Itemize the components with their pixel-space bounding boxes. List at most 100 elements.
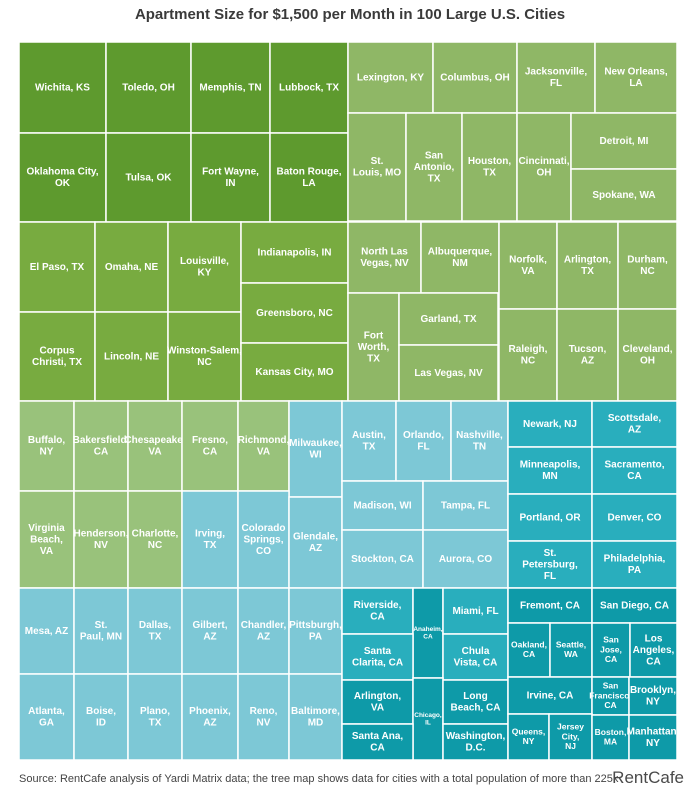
tile-san-francisco-ca bbox=[591, 676, 630, 716]
tile-label-seattle-wa: Seattle, WA bbox=[556, 639, 586, 659]
tile-label-arlington-va: Arlington, VA bbox=[354, 691, 401, 714]
tile-label-reno-nv: Reno, NV bbox=[250, 706, 278, 729]
tile-label-indianapolis-in: Indianapolis, IN bbox=[258, 247, 332, 258]
tile-sacramento-ca bbox=[591, 446, 677, 495]
tile-philadelphia-pa bbox=[591, 540, 677, 589]
tile-indianapolis-in bbox=[240, 221, 349, 284]
tile-lincoln-ne bbox=[94, 311, 169, 402]
tile-henderson-nv bbox=[73, 490, 129, 589]
tile-label-oklahoma-city-ok: Oklahoma City, OK bbox=[26, 167, 98, 190]
tile-north-las-vegas-nv bbox=[347, 221, 422, 294]
tile-label-jacksonville-fl: Jacksonville, FL bbox=[525, 67, 587, 90]
tile-label-lubbock-tx: Lubbock, TX bbox=[279, 82, 339, 93]
tile-label-durham-nc: Durham, NC bbox=[627, 255, 668, 278]
tile-label-brooklyn-ny: Brooklyn, NY bbox=[630, 685, 676, 708]
tile-label-wichita-ks: Wichita, KS bbox=[35, 82, 90, 93]
tile-glendale-az bbox=[288, 496, 343, 589]
tile-boise-id bbox=[73, 673, 129, 760]
tile-label-atlanta-ga: Atlanta, GA bbox=[28, 706, 65, 729]
tile-label-phoenix-az: Phoenix, AZ bbox=[189, 706, 231, 729]
tile-label-winston-salem-nc: Winston-Salem, NC bbox=[167, 346, 242, 369]
tile-oklahoma-city-ok bbox=[19, 132, 107, 223]
tile-label-colorado-springs-co: Colorado Springs, CO bbox=[242, 523, 286, 557]
tile-label-tampa-fl: Tampa, FL bbox=[441, 500, 490, 511]
tile-label-memphis-tn: Memphis, TN bbox=[199, 82, 261, 93]
tile-label-san-jose-ca: San Jose, CA bbox=[600, 635, 622, 665]
tile-houston-tx bbox=[461, 112, 518, 222]
tile-label-santa-clarita-ca: Santa Clarita, CA bbox=[352, 646, 403, 669]
tile-gilbert-az bbox=[181, 587, 239, 675]
tile-raleigh-nc bbox=[498, 308, 558, 402]
chart-title: Apartment Size for $1,500 per Month in 1… bbox=[134, 6, 566, 23]
tile-el-paso-tx bbox=[19, 221, 96, 313]
tile-lubbock-tx bbox=[269, 42, 349, 134]
tile-garland-tx bbox=[398, 292, 499, 346]
tile-label-north-las-vegas-nv: North Las Vegas, NV bbox=[360, 247, 409, 270]
tile-label-nashville-tn: Nashville, TN bbox=[456, 430, 503, 453]
tile-label-spokane-wa: Spokane, WA bbox=[592, 190, 655, 201]
tile-label-long-beach-ca: Long Beach, CA bbox=[450, 691, 500, 714]
tile-label-bakersfield-ca: Bakersfield, CA bbox=[73, 435, 130, 458]
tile-label-buffalo-ny: Buffalo, NY bbox=[28, 435, 65, 458]
tile-label-manhattan-ny: Manhattan, NY bbox=[627, 727, 677, 750]
tile-label-garland-tx: Garland, TX bbox=[420, 314, 476, 325]
tile-jacksonville-fl bbox=[516, 42, 596, 114]
brand-logo: RentCafe bbox=[612, 768, 684, 787]
tile-label-new-orleans-la: New Orleans, LA bbox=[604, 67, 668, 90]
tile-label-chicago-il: Chicago, IL bbox=[414, 712, 442, 726]
tile-arlington-tx bbox=[556, 221, 619, 310]
treemap: Wichita, KS Toledo, OH Memphis, TN Lubbock,… bbox=[19, 42, 677, 760]
tile-label-scottsdale-az: Scottsdale, AZ bbox=[608, 413, 662, 436]
tile-label-anaheim-ca: Anaheim, CA bbox=[413, 626, 442, 640]
tile-label-richmond-va: Richmond, VA bbox=[238, 435, 290, 458]
tile-label-houston-tx: Houston, TX bbox=[468, 156, 512, 179]
tile-label-henderson-nv: Henderson, NV bbox=[73, 529, 128, 552]
tile-greensboro-nc bbox=[240, 282, 349, 344]
tile-label-denver-co: Denver, CO bbox=[608, 512, 662, 523]
tile-label-las-vegas-nv: Las Vegas, NV bbox=[414, 368, 483, 379]
tile-label-st-petersburg-fl: St. Petersburg, FL bbox=[522, 548, 578, 582]
tile-washington-d-c bbox=[442, 723, 509, 760]
tile-label-riverside-ca: Riverside, CA bbox=[354, 600, 402, 623]
tile-manhattan-ny bbox=[628, 714, 677, 760]
tile-label-oakland-ca: Oakland, CA bbox=[511, 639, 547, 659]
tile-label-gilbert-az: Gilbert, AZ bbox=[192, 620, 227, 643]
tile-los-angeles-ca bbox=[629, 622, 677, 678]
source-note: Source: RentCafe analysis of Yardi Matri… bbox=[19, 773, 619, 785]
tile-label-virginia-beach-va: Virginia Beach, VA bbox=[28, 523, 65, 557]
tile-label-mesa-az: Mesa, AZ bbox=[25, 626, 69, 637]
tile-label-milwaukee-wi: Milwaukee, WI bbox=[289, 438, 342, 461]
tile-label-austin-tx: Austin, TX bbox=[352, 430, 386, 453]
tile-san-diego-ca bbox=[591, 587, 677, 624]
tile-madison-wi bbox=[341, 480, 424, 531]
tile-label-dallas-tx: Dallas, TX bbox=[139, 620, 171, 643]
tile-label-stockton-ca: Stockton, CA bbox=[351, 554, 414, 565]
tile-label-aurora-co: Aurora, CO bbox=[439, 554, 493, 565]
tile-label-baltimore-md: Baltimore, MD bbox=[291, 706, 340, 729]
tile-detroit-mi bbox=[570, 112, 677, 170]
tile-label-tulsa-ok: Tulsa, OK bbox=[126, 172, 173, 183]
tile-label-st-paul-mn: St. Paul, MN bbox=[80, 620, 122, 643]
tile-label-corpus-christi-tx: Corpus Christi, TX bbox=[32, 346, 82, 369]
tile-label-santa-ana-ca: Santa Ana, CA bbox=[352, 731, 404, 754]
tile-tucson-az bbox=[556, 308, 619, 402]
tile-label-sacramento-ca: Sacramento, CA bbox=[604, 460, 664, 483]
tile-fremont-ca bbox=[507, 587, 593, 624]
tile-label-fremont-ca: Fremont, CA bbox=[520, 600, 580, 611]
tile-label-jersey-city-nj: Jersey City, NJ bbox=[557, 722, 584, 752]
tile-label-pittsburgh-pa: Pittsburgh, PA bbox=[289, 620, 342, 643]
tile-virginia-beach-va bbox=[19, 490, 75, 589]
tile-label-newark-nj: Newark, NJ bbox=[523, 419, 577, 430]
tile-toledo-oh bbox=[105, 42, 192, 134]
tile-buffalo-ny bbox=[19, 400, 75, 492]
tile-label-boston-ma: Boston, MA bbox=[595, 727, 627, 747]
tile-label-irving-tx: Irving, TX bbox=[195, 529, 225, 552]
tile-label-raleigh-nc: Raleigh, NC bbox=[509, 344, 548, 367]
tile-label-plano-tx: Plano, TX bbox=[140, 706, 170, 729]
tile-label-orlando-fl: Orlando, FL bbox=[403, 430, 444, 453]
tile-irving-tx bbox=[181, 490, 239, 589]
tile-pittsburgh-pa bbox=[288, 587, 343, 675]
tile-label-tucson-az: Tucson, AZ bbox=[569, 344, 607, 367]
tile-label-minneapolis-mn: Minneapolis, MN bbox=[520, 460, 581, 483]
tile-minneapolis-mn bbox=[507, 446, 593, 495]
